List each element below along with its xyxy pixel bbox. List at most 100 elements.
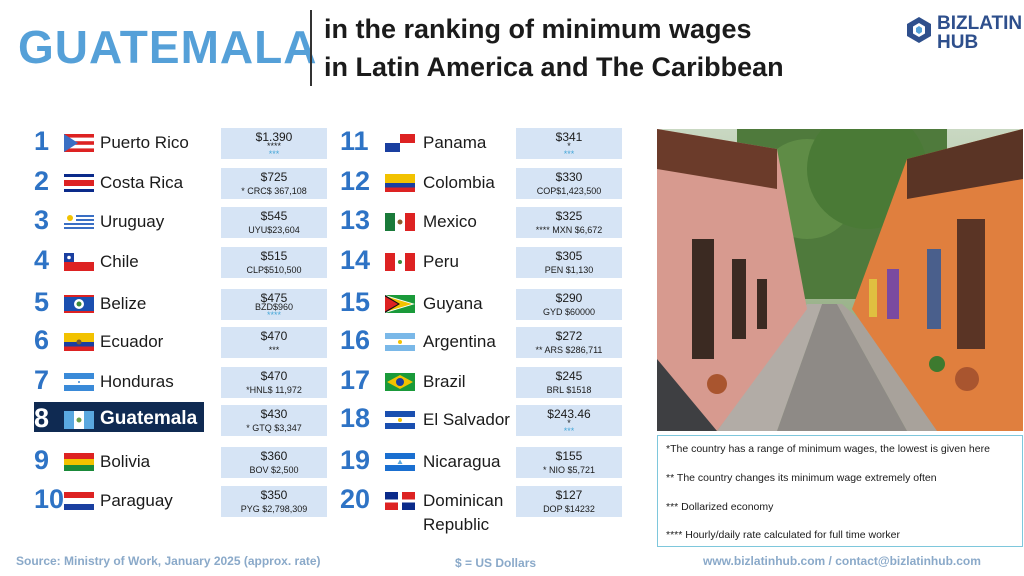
country-name: Guatemala — [100, 408, 198, 429]
wage-box: $290 GYD $60000 — [516, 289, 622, 320]
rank-number: 18 — [340, 403, 371, 433]
footer-contact[interactable]: www.bizlatinhub.com / contact@bizlatinhu… — [703, 554, 981, 568]
wage-box: $305 PEN $1,130 — [516, 247, 622, 278]
wage-local: * — [567, 418, 571, 428]
logo-wordmark: BIZLATIN HUB — [937, 14, 1022, 52]
rank-number: 15 — [340, 287, 371, 317]
wage-box: $360 BOV $2,500 — [221, 447, 327, 478]
rank-number: 17 — [340, 365, 371, 395]
country-name: Guyana — [423, 294, 483, 313]
wage-local: PEN $1,130 — [544, 265, 594, 275]
note-dollarized: *** Dollarized economy — [666, 501, 774, 513]
wage-box: $325 **** MXN $6,672 — [516, 207, 622, 238]
wage-local: GYD $60000 — [542, 307, 596, 317]
wage-usd: $341 — [555, 130, 583, 144]
wage-local: BRL $1518 — [546, 385, 592, 395]
peru-flag-icon — [385, 253, 415, 271]
rank-number: 9 — [34, 445, 50, 475]
street-photo-illustration — [657, 129, 1023, 431]
country-name: Peru — [423, 252, 459, 271]
paraguay-flag-icon — [64, 492, 94, 510]
rank-number: 20 — [340, 484, 371, 514]
wage-box: $430 * GTQ $3,347 — [221, 405, 327, 436]
note-changes: ** The country changes its minimum wage … — [666, 472, 937, 484]
wage-box: $127 DOP $14232 — [516, 486, 622, 517]
wage-usd: $470 — [260, 369, 288, 383]
wage-box: $155 * NIO $5,721 — [516, 447, 622, 478]
rank-number: 13 — [340, 205, 371, 235]
guatemala-flag-icon — [64, 411, 94, 429]
footer-source: Source: Ministry of Work, January 2025 (… — [16, 554, 321, 568]
guyana-flag-icon — [385, 295, 415, 313]
wage-box: $470 *HNL$ 11,972 — [221, 367, 327, 398]
wage-local: BZD$960 — [254, 302, 294, 312]
country-name-line-2: Republic — [423, 515, 490, 534]
wage-box: $341 * *** — [516, 128, 622, 159]
country-name: El Salvador — [423, 410, 510, 429]
country-name: Ecuador — [100, 332, 164, 351]
logo-line-2: HUB — [937, 32, 979, 53]
wage-box: $515 CLP$510,500 — [221, 247, 327, 278]
wage-box: $243.46 * *** — [516, 405, 622, 436]
rank-number: 4 — [34, 245, 50, 275]
country-name: Panama — [423, 133, 487, 152]
country-name: Paraguay — [100, 491, 173, 510]
wage-local: *HNL$ 11,972 — [246, 385, 302, 395]
page-title: GUATEMALA — [18, 21, 318, 73]
subtitle-line-2: in Latin America and The Caribbean — [324, 52, 784, 82]
wage-usd: $245 — [555, 369, 583, 383]
logo-mark-icon — [907, 17, 931, 43]
wage-usd: $360 — [260, 449, 288, 463]
wage-box: $350 PYG $2,798,309 — [221, 486, 327, 517]
dominican-republic-flag-icon — [385, 492, 415, 510]
wage-box: $475 BZD$960 **** — [221, 289, 327, 320]
wage-usd: $545 — [260, 209, 288, 223]
wage-box: $245 BRL $1518 — [516, 367, 622, 398]
rank-number: 3 — [34, 205, 50, 235]
wage-local: ** ARS $286,711 — [535, 345, 603, 355]
wage-usd: $1.390 — [255, 130, 293, 144]
wage-usd: $350 — [260, 488, 288, 502]
wage-usd: $725 — [260, 170, 288, 184]
country-name: Chile — [100, 252, 139, 271]
wage-box: $470 *** — [221, 327, 327, 358]
wage-local: PYG $2,798,309 — [240, 504, 308, 514]
country-name: Brazil — [423, 372, 466, 391]
rank-number: 7 — [34, 365, 50, 395]
wage-box: $330 COP$1,423,500 — [516, 168, 622, 199]
puerto-rico-flag-icon — [64, 134, 94, 152]
country-name: Uruguay — [100, 212, 165, 231]
bizlatinhub-logo: BIZLATIN HUB — [905, 14, 1022, 54]
wage-usd: $155 — [555, 449, 583, 463]
wage-usd: $305 — [555, 249, 583, 263]
country-name: Puerto Rico — [100, 133, 189, 152]
country-name: Costa Rica — [100, 173, 184, 192]
wage-local: BOV $2,500 — [249, 465, 299, 475]
country-name: Colombia — [423, 173, 495, 192]
wage-usd: $243.46 — [547, 407, 591, 421]
subtitle-line-1: in the ranking of minimum wages — [324, 14, 752, 44]
wage-local: *** — [268, 345, 280, 355]
argentina-flag-icon — [385, 333, 415, 351]
bolivia-flag-icon — [64, 453, 94, 471]
note-hourly: **** Hourly/daily rate calculated for fu… — [666, 529, 901, 541]
rank-number: 19 — [340, 445, 371, 475]
wage-box: $545 UYU$23,604 — [221, 207, 327, 238]
wage-local: UYU$23,604 — [248, 225, 300, 235]
page-subtitle: in the ranking of minimum wages in Latin… — [324, 10, 784, 86]
wage-local: * NIO $5,721 — [542, 465, 596, 475]
note-range: *The country has a range of minimum wage… — [666, 443, 990, 455]
wage-box: $725 * CRC$ 367,108 — [221, 168, 327, 199]
wage-usd: $475 — [260, 291, 288, 305]
rank-number: 6 — [34, 325, 50, 355]
wage-local: **** MXN $6,672 — [535, 225, 603, 235]
country-name: Honduras — [100, 372, 174, 391]
ecuador-flag-icon — [64, 333, 94, 351]
wage-usd: $430 — [260, 407, 288, 421]
wage-box: $1.390 **** *** — [221, 128, 327, 159]
rank-number: 5 — [34, 287, 50, 317]
rank-number: 1 — [34, 126, 50, 156]
rank-number: 12 — [340, 166, 371, 196]
uruguay-flag-icon — [64, 213, 94, 231]
wage-box: $272 ** ARS $286,711 — [516, 327, 622, 358]
